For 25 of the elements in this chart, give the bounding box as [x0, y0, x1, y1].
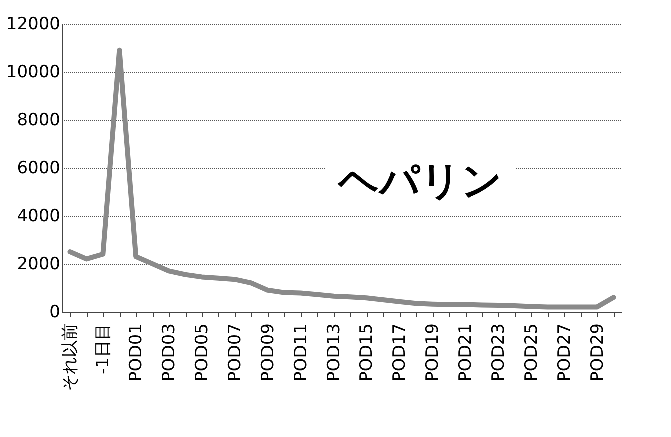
x-tick-label: POD15 [357, 324, 378, 382]
x-tick-label: POD21 [456, 324, 476, 382]
x-tick-label: POD23 [488, 324, 509, 382]
y-tick-label: 8000 [17, 110, 60, 130]
x-tick-label: POD13 [324, 324, 344, 382]
x-tick-label: POD05 [192, 324, 212, 382]
y-tick-label: 6000 [17, 158, 60, 178]
x-tick-label: POD17 [390, 324, 410, 382]
x-tick-label: POD09 [258, 324, 278, 382]
x-tick-label: POD25 [522, 324, 542, 382]
x-tick-label: POD19 [423, 324, 444, 382]
x-tick-label: それ以前 [60, 324, 81, 392]
x-tick-label: POD01 [126, 324, 147, 382]
x-tick-label: POD03 [160, 324, 180, 382]
annotation: ヘパリン [337, 158, 502, 204]
x-tick-label: -1日目 [94, 324, 114, 374]
x-tick-label: POD11 [291, 324, 312, 382]
x-tick-label: POD27 [554, 324, 575, 382]
x-tick-label: POD29 [588, 324, 608, 382]
y-tick-label: 0 [50, 302, 60, 322]
y-tick-label: 12000 [6, 14, 60, 34]
y-tick-label: 10000 [6, 62, 60, 82]
x-tick-label: POD07 [225, 324, 246, 382]
y-tick-label: 2000 [17, 254, 60, 274]
y-tick-label: 4000 [17, 206, 60, 226]
